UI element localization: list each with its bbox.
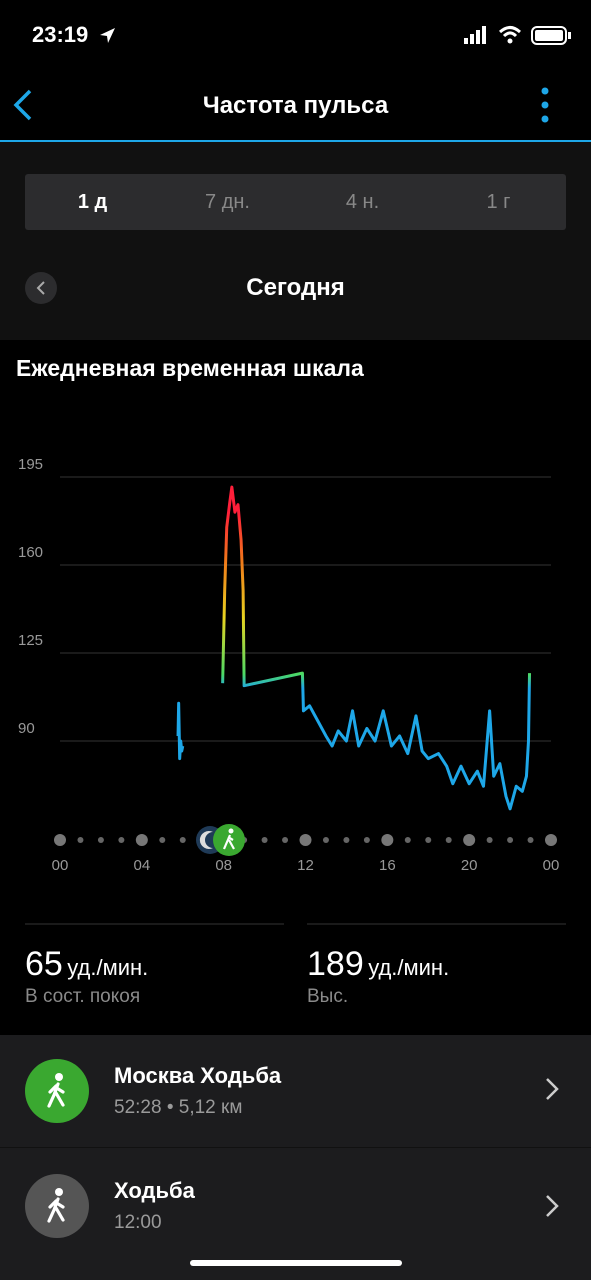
hour-dot [404, 837, 411, 843]
x-tick-label: 16 [379, 857, 396, 874]
chevron [546, 1078, 559, 1100]
stat-value: 189 [307, 945, 364, 983]
back-button[interactable] [10, 88, 36, 122]
hour-dot [97, 837, 104, 843]
stat-unit: уд./мин. [67, 955, 149, 980]
x-tick-label: 04 [133, 857, 150, 874]
x-tick-dot [463, 834, 476, 846]
clock: 23:19 [32, 22, 89, 47]
page-title: Частота пульса [202, 92, 389, 119]
hour-dot [527, 837, 534, 843]
hour-dot [159, 837, 166, 843]
activity-row[interactable]: Москва Ходьба 52:28 • 5,12 км [0, 1035, 591, 1147]
hour-dot [118, 837, 125, 843]
date-label: Сегодня [246, 274, 345, 301]
range-tabs: 1 д 7 дн. 4 н. 1 г [25, 174, 566, 230]
x-tick-dot [54, 834, 66, 846]
x-tick-dot [135, 834, 148, 846]
tab[interactable]: 1 д [77, 191, 108, 213]
tab[interactable]: 7 дн. [205, 191, 250, 213]
chart-title: Ежедневная временная шкала [16, 355, 364, 381]
heart-rate-chart: Ежедневная временная шкала 90 125 160 195 00… [0, 340, 591, 1035]
home-indicator [190, 1260, 402, 1266]
x-tick-label: 00 [52, 857, 69, 874]
x-tick-label: 20 [461, 857, 478, 874]
hour-dot [179, 837, 186, 843]
prev-day-button[interactable] [25, 272, 57, 304]
stat-value: 65 [25, 945, 63, 983]
activity-icon [25, 1059, 89, 1123]
location-icon [100, 28, 115, 43]
y-tick-label: 195 [18, 456, 43, 473]
stat-unit: уд./мин. [368, 955, 450, 980]
activity-detail: 52:28 • 5,12 км [114, 1097, 243, 1118]
status-bar: 23:19 [0, 0, 591, 70]
activity-detail: 12:00 [114, 1212, 162, 1233]
hour-dot [425, 837, 432, 843]
x-tick-label: 08 [215, 857, 232, 874]
hour-dot [486, 837, 493, 843]
hour-dot [77, 837, 84, 843]
tab[interactable]: 4 н. [345, 191, 380, 213]
hour-dot [343, 837, 350, 843]
stat-resting: 65 уд./мин. В сост. покоя [25, 945, 148, 1008]
activity-title: Москва Ходьба [114, 1063, 282, 1088]
hour-dot [261, 837, 268, 843]
activity-title: Ходьба [114, 1178, 195, 1203]
menu-button[interactable] [538, 86, 552, 124]
x-tick-label: 00 [543, 857, 560, 874]
x-tick-label: 12 [297, 857, 314, 874]
x-tick-dot [545, 834, 557, 846]
hour-dot [282, 837, 289, 843]
hour-dot [322, 837, 329, 843]
tab[interactable]: 1 г [486, 191, 511, 213]
x-tick-dot [381, 834, 394, 846]
activity-markers [196, 824, 245, 856]
heart-rate-line [176, 485, 532, 811]
stat-max: 189 уд./мин. Выс. [307, 945, 449, 1008]
y-tick-label: 125 [18, 632, 43, 649]
y-tick-label: 160 [18, 544, 43, 561]
nav-bar: Частота пульса [0, 70, 591, 142]
status-icons [464, 26, 571, 45]
x-tick-dot [299, 834, 312, 846]
stat-label: Выс. [307, 986, 349, 1007]
hour-dot [445, 837, 452, 843]
hour-dot [363, 837, 370, 843]
chevron [546, 1195, 559, 1217]
y-tick-label: 90 [18, 720, 35, 737]
hour-dot [507, 837, 514, 843]
stat-label: В сост. покоя [25, 986, 141, 1007]
activity-row[interactable]: Ходьба 12:00 [0, 1148, 591, 1280]
activity-icon [25, 1174, 89, 1238]
